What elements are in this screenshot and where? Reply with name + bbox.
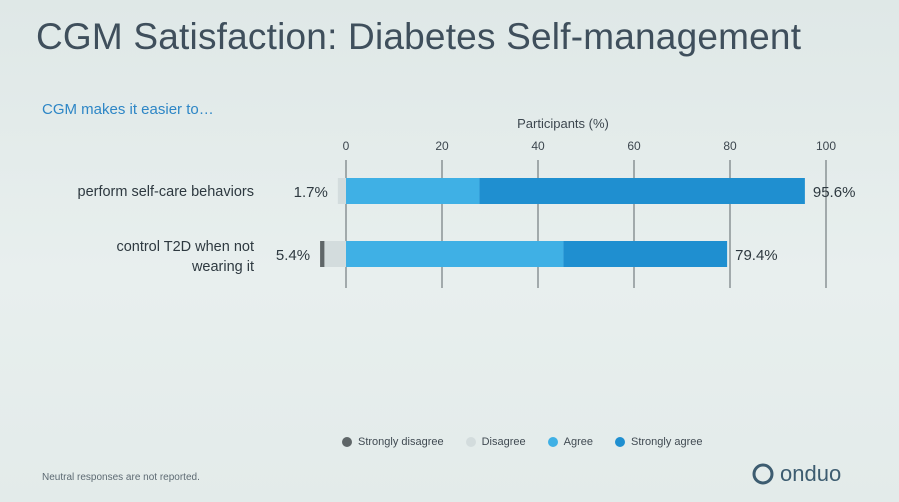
agree-total-label: 95.6% [813,184,856,201]
bar-segment-strongly-disagree [320,241,325,267]
legend-swatch [342,437,352,447]
x-tick-label: 40 [531,139,545,153]
legend-item: Agree [547,436,593,448]
legend-label: Strongly disagree [358,436,444,448]
legend-item: Disagree [465,436,526,448]
footnote: Neutral responses are not reported. [42,472,200,483]
bar-segment-agree [346,178,480,204]
x-tick-label: 60 [627,139,641,153]
bar-segment-strongly-agree [563,241,728,267]
bar-segment-disagree [324,241,346,267]
chart-subtitle: CGM makes it easier to… [42,101,214,118]
onduo-logo-icon [752,463,774,485]
x-tick-label: 80 [723,139,737,153]
brand-name: onduo [780,461,842,486]
category-label-line: control T2D when not [116,239,254,255]
category-label-line: wearing it [191,259,254,275]
legend-swatch [465,437,476,447]
legend-swatch [615,437,625,447]
legend-item: Strongly disagree [342,436,444,448]
x-tick-label: 0 [343,139,350,153]
disagree-total-label: 5.4% [276,247,310,264]
bar-segment-disagree [337,178,346,204]
legend-label: Disagree [481,436,526,448]
brand-logo: onduo [752,461,841,487]
agree-total-label: 79.4% [735,247,778,264]
category-label: perform self-care behaviors [78,184,255,200]
slide-title: CGM Satisfaction: Diabetes Self-manageme… [36,16,802,57]
legend-swatch [547,437,558,447]
x-tick-label: 100 [816,139,836,153]
x-tick-label: 20 [435,139,449,153]
category-label-line: perform self-care behaviors [78,184,255,200]
legend-item: Strongly agree [615,436,703,448]
legend-label: Strongly agree [631,436,703,448]
legend-label: Agree [563,436,593,448]
bar-segment-agree [346,241,564,267]
x-axis-label: Participants (%) [517,116,609,131]
disagree-total-label: 1.7% [294,184,328,201]
bar-segment-strongly-agree [479,178,805,204]
chart-legend: Strongly disagree Disagree Agree Strongly a… [342,436,703,448]
category-label: control T2D when not wearing it [116,239,254,275]
